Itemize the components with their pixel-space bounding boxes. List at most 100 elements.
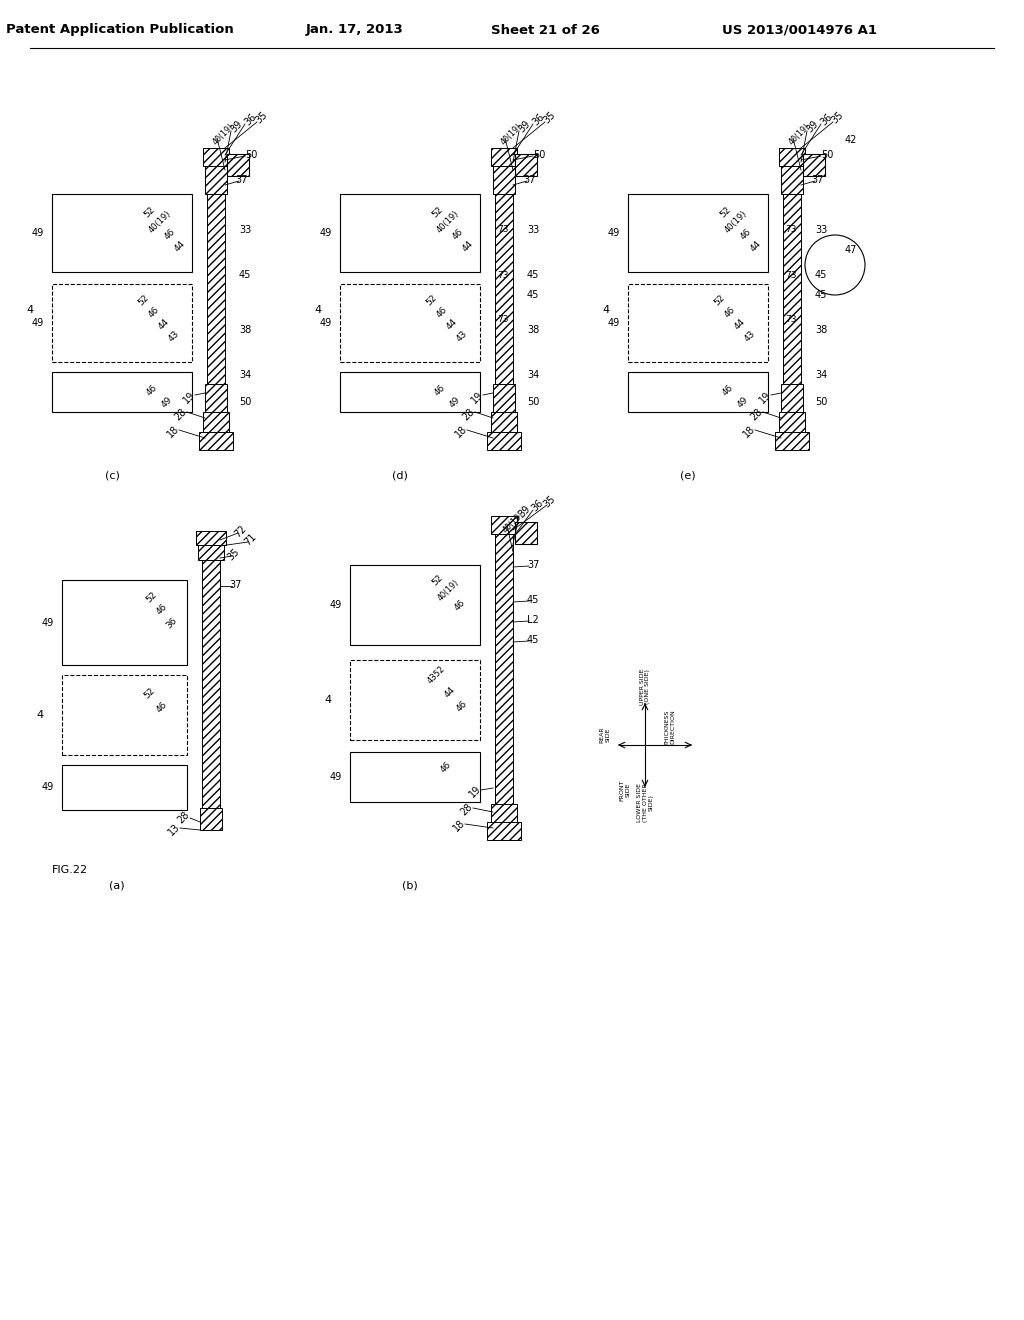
Text: FRONT
SIDE: FRONT SIDE xyxy=(620,779,631,801)
Bar xyxy=(490,804,517,822)
Text: 46: 46 xyxy=(144,383,159,397)
Text: 40(19): 40(19) xyxy=(147,209,173,235)
Text: 44: 44 xyxy=(444,317,459,331)
Text: 44: 44 xyxy=(157,317,171,331)
Text: 44: 44 xyxy=(173,239,187,253)
Text: LOWER SIDE
(THE OTHER
SIDE): LOWER SIDE (THE OTHER SIDE) xyxy=(637,784,653,822)
Text: 33: 33 xyxy=(527,224,539,235)
Bar xyxy=(205,384,227,412)
Text: FIG.22: FIG.22 xyxy=(52,865,88,875)
Text: (a): (a) xyxy=(110,880,125,890)
Text: 72: 72 xyxy=(232,523,248,539)
Text: 44: 44 xyxy=(461,239,475,253)
Bar xyxy=(350,660,480,741)
Text: 45: 45 xyxy=(526,271,540,280)
Text: 50: 50 xyxy=(526,397,540,407)
Text: 44: 44 xyxy=(442,685,457,700)
Text: 43: 43 xyxy=(455,329,469,343)
Text: 73: 73 xyxy=(498,271,509,280)
Bar xyxy=(493,166,515,194)
Text: 28: 28 xyxy=(173,407,188,422)
Text: 37: 37 xyxy=(229,579,243,590)
Text: 4: 4 xyxy=(602,305,609,315)
Text: 46: 46 xyxy=(155,602,169,616)
Text: (c): (c) xyxy=(104,470,120,480)
Text: 52: 52 xyxy=(142,205,158,219)
Text: 40(19): 40(19) xyxy=(435,578,461,602)
Text: 44: 44 xyxy=(733,317,748,331)
Bar xyxy=(196,531,226,545)
Bar xyxy=(227,154,249,176)
Text: 45: 45 xyxy=(239,271,251,280)
Bar xyxy=(52,372,193,412)
Text: THICKNESS
DIRECTION: THICKNESS DIRECTION xyxy=(665,709,676,744)
Text: 45: 45 xyxy=(526,595,540,605)
Text: 39: 39 xyxy=(805,119,821,135)
Text: 49: 49 xyxy=(319,228,332,238)
Text: 36: 36 xyxy=(819,112,835,128)
Text: 39: 39 xyxy=(517,504,532,520)
Bar xyxy=(350,752,480,803)
Bar xyxy=(62,766,187,810)
Text: 18: 18 xyxy=(454,424,469,440)
Text: 28: 28 xyxy=(459,803,475,818)
Text: 4352: 4352 xyxy=(425,664,446,685)
Text: 4: 4 xyxy=(27,305,34,315)
Text: 49: 49 xyxy=(32,228,44,238)
Text: 19: 19 xyxy=(181,391,197,405)
Text: 35: 35 xyxy=(830,110,846,125)
Text: 4: 4 xyxy=(314,305,322,315)
Text: 52: 52 xyxy=(144,590,159,605)
Bar xyxy=(490,516,517,535)
Text: 36: 36 xyxy=(530,498,546,513)
Text: 52: 52 xyxy=(713,293,727,308)
Text: 38: 38 xyxy=(527,325,539,335)
Text: 49: 49 xyxy=(160,395,174,409)
Text: 19: 19 xyxy=(757,391,773,405)
Text: 50: 50 xyxy=(239,397,251,407)
Text: 46: 46 xyxy=(455,698,469,713)
Text: 49: 49 xyxy=(330,601,342,610)
Text: Jan. 17, 2013: Jan. 17, 2013 xyxy=(306,24,403,37)
Bar xyxy=(202,560,220,810)
Bar xyxy=(781,166,803,194)
Text: 35: 35 xyxy=(254,110,270,125)
Text: 46: 46 xyxy=(433,383,447,397)
Text: 73: 73 xyxy=(498,315,509,325)
Text: 50: 50 xyxy=(815,397,827,407)
Bar xyxy=(52,194,193,272)
Bar xyxy=(203,412,229,432)
Text: 46: 46 xyxy=(453,598,467,612)
Bar xyxy=(203,148,229,166)
Text: Sheet 21 of 26: Sheet 21 of 26 xyxy=(490,24,599,37)
Text: 46: 46 xyxy=(738,227,754,242)
Text: 46: 46 xyxy=(451,227,465,242)
Text: 18: 18 xyxy=(165,424,181,440)
Bar xyxy=(495,194,513,384)
Text: 50: 50 xyxy=(245,150,257,160)
Text: 49: 49 xyxy=(330,772,342,781)
Text: 49: 49 xyxy=(42,618,54,627)
Bar xyxy=(340,194,480,272)
Text: 46: 46 xyxy=(721,383,735,397)
Bar xyxy=(495,535,513,804)
Text: 52: 52 xyxy=(425,293,439,308)
Text: 46: 46 xyxy=(163,227,177,242)
Text: 37: 37 xyxy=(236,176,248,185)
Text: 49: 49 xyxy=(319,318,332,327)
Text: 52: 52 xyxy=(719,205,733,219)
Bar xyxy=(493,384,515,412)
Text: 18: 18 xyxy=(741,424,757,440)
Text: 40(19): 40(19) xyxy=(501,510,525,535)
Bar xyxy=(515,154,537,176)
Text: 13: 13 xyxy=(166,822,182,838)
Text: 71: 71 xyxy=(242,532,258,548)
Text: 40(19): 40(19) xyxy=(435,209,461,235)
Bar xyxy=(779,148,805,166)
Bar xyxy=(628,284,768,362)
Text: 46: 46 xyxy=(439,760,454,775)
Text: 49: 49 xyxy=(608,318,621,327)
Text: REAR
SIDE: REAR SIDE xyxy=(600,727,610,743)
Bar xyxy=(340,372,480,412)
Text: 34: 34 xyxy=(239,370,251,380)
